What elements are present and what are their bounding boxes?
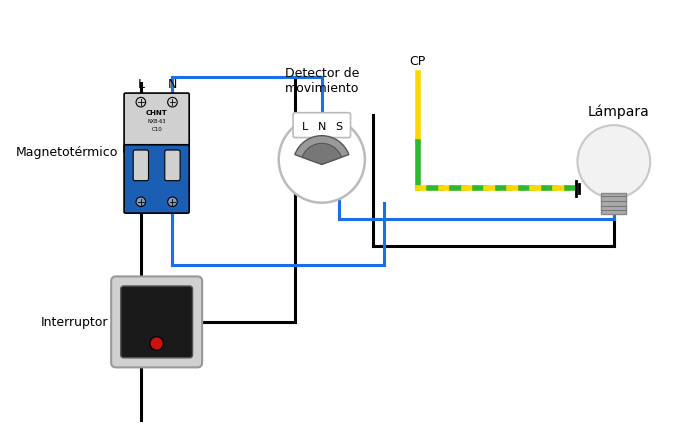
FancyBboxPatch shape [133, 151, 148, 181]
Text: S: S [335, 122, 342, 132]
FancyBboxPatch shape [124, 145, 189, 214]
Text: L: L [302, 122, 308, 132]
Text: Lámpara: Lámpara [588, 104, 650, 119]
Text: CHNT: CHNT [146, 110, 167, 116]
Text: N: N [168, 78, 177, 90]
Text: N: N [318, 122, 326, 132]
Circle shape [150, 337, 163, 350]
Text: L: L [137, 78, 144, 90]
FancyBboxPatch shape [164, 151, 180, 181]
Text: NXB-63: NXB-63 [148, 119, 166, 124]
Circle shape [168, 198, 177, 207]
Text: Magnetotérmico: Magnetotérmico [15, 146, 118, 159]
FancyBboxPatch shape [293, 113, 351, 138]
Text: Detector de
movimiento: Detector de movimiento [285, 67, 359, 95]
Text: Interruptor: Interruptor [41, 316, 108, 328]
Circle shape [578, 126, 650, 198]
Circle shape [168, 98, 177, 108]
Text: CP: CP [410, 55, 426, 68]
Circle shape [136, 98, 146, 108]
Wedge shape [295, 136, 349, 165]
FancyBboxPatch shape [120, 286, 192, 358]
FancyBboxPatch shape [124, 94, 189, 154]
Wedge shape [302, 144, 342, 165]
Text: C10: C10 [151, 126, 162, 131]
FancyBboxPatch shape [601, 194, 626, 215]
Circle shape [136, 198, 146, 207]
Circle shape [279, 117, 365, 203]
FancyBboxPatch shape [111, 277, 202, 367]
